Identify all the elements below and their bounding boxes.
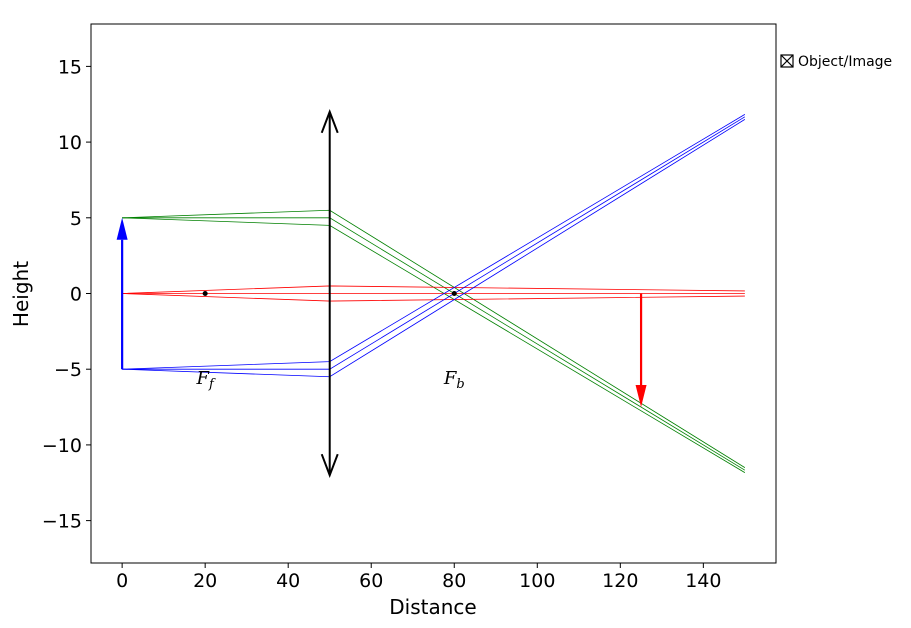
ray-line-7 bbox=[122, 114, 746, 370]
x-tick-label: 20 bbox=[193, 570, 217, 592]
x-tick-label: 0 bbox=[116, 570, 128, 592]
legend-label: Object/Image bbox=[798, 54, 892, 70]
ray-lines bbox=[122, 114, 746, 473]
lens-top-head bbox=[320, 109, 339, 134]
x-tick-label: 120 bbox=[602, 570, 638, 592]
y-tick-label: −10 bbox=[42, 435, 82, 457]
y-axis-ticks: 15 10 5 0 −5 −10 −15 bbox=[42, 56, 91, 533]
ray-line-3 bbox=[122, 217, 746, 473]
y-tick-label: 10 bbox=[58, 132, 82, 154]
image-arrow-head bbox=[635, 385, 647, 408]
ray-line-2 bbox=[122, 217, 746, 471]
x-axis-ticks: 0 20 40 60 80 100 120 140 bbox=[116, 563, 721, 592]
x-tick-label: 80 bbox=[442, 570, 466, 592]
focal-point-b bbox=[451, 291, 457, 296]
lens-bottom-head bbox=[320, 453, 339, 478]
focal-points: Ff Fb bbox=[196, 291, 465, 392]
y-tick-label: 15 bbox=[58, 56, 82, 78]
y-tick-label: 0 bbox=[70, 284, 82, 306]
focal-point-f bbox=[202, 291, 208, 296]
focal-label-b: Fb bbox=[443, 368, 465, 392]
arrows bbox=[116, 109, 647, 478]
y-tick-label: −15 bbox=[42, 511, 82, 533]
ray-line-4 bbox=[122, 285, 745, 294]
ray-line-9 bbox=[122, 119, 746, 378]
ray-line-8 bbox=[122, 116, 746, 370]
ray-line-1 bbox=[122, 209, 746, 468]
legend: Object/Image bbox=[780, 54, 892, 70]
object-arrow-head bbox=[116, 217, 128, 240]
x-tick-label: 60 bbox=[359, 570, 383, 592]
y-tick-label: 5 bbox=[70, 208, 82, 230]
legend-x-stroke-b bbox=[780, 54, 794, 68]
x-tick-label: 140 bbox=[685, 570, 721, 592]
x-tick-label: 100 bbox=[519, 570, 555, 592]
x-tick-label: 40 bbox=[276, 570, 300, 592]
legend-x-box-icon bbox=[780, 54, 794, 68]
y-tick-label: −5 bbox=[54, 359, 82, 381]
focal-label-f: Ff bbox=[196, 368, 217, 392]
x-axis-label: Distance bbox=[389, 595, 476, 619]
y-axis-label: Height bbox=[9, 261, 33, 327]
